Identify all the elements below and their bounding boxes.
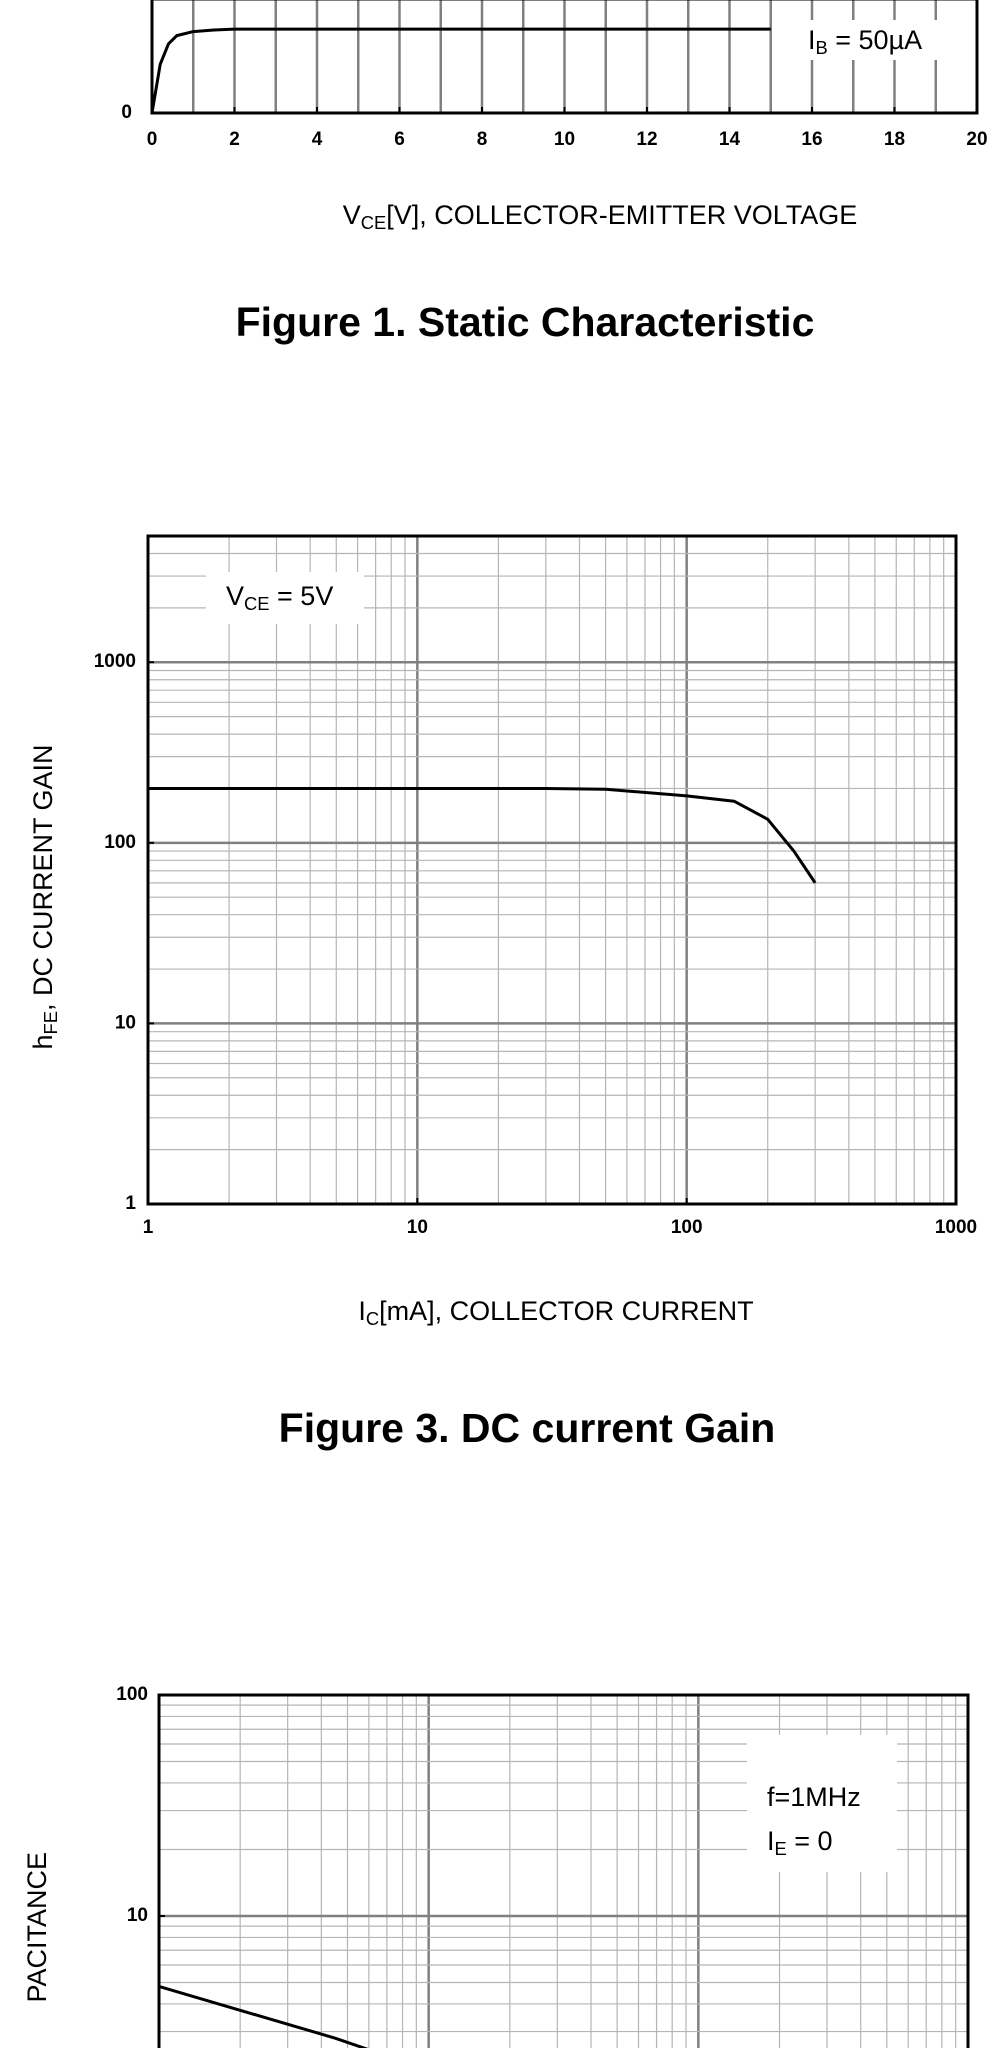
annotation: IB = 50µA — [808, 25, 922, 58]
data-line — [148, 786, 817, 884]
text-part: f=1MHz — [767, 1782, 861, 1812]
x-tick-label: 1 — [143, 1217, 154, 1238]
x-tick-label: 16 — [801, 129, 822, 150]
data-line — [159, 1985, 369, 2048]
text-part: h — [28, 1034, 58, 1049]
subscript: E — [775, 1838, 787, 1859]
subscript: CE — [361, 212, 387, 233]
text-part: [mA], COLLECTOR CURRENT — [379, 1296, 754, 1326]
x-axis-label: IC[mA], COLLECTOR CURRENT — [358, 1296, 753, 1329]
x-tick-label: 4 — [312, 129, 323, 150]
text-part: PACITANCE — [22, 1852, 52, 2003]
x-tick-label: 0 — [147, 129, 158, 150]
text-part: I — [358, 1296, 366, 1326]
x-tick-label: 18 — [884, 129, 905, 150]
y-tick-label: 1000 — [94, 651, 136, 672]
chart: 1 10 100 1000 1 10 100 1000 VCE = 5V IC[mA], COLL… — [28, 534, 977, 1451]
x-tick-label: 10 — [407, 1217, 428, 1238]
plot-frame — [150, 0, 979, 115]
y-tick-label: 100 — [116, 1684, 148, 1705]
x-tick-label: 1000 — [935, 1217, 977, 1238]
x-tick-label: 8 — [477, 129, 488, 150]
plot-area — [148, 536, 956, 1204]
annotation: IE = 0 — [767, 1826, 833, 1859]
text-part: V — [226, 581, 244, 611]
text-part: [V], COLLECTOR-EMITTER VOLTAGE — [386, 200, 857, 230]
y-axis-label: hFE, DC CURRENT GAIN — [28, 744, 61, 1049]
plot-frame — [146, 534, 958, 1206]
x-tick-label: 100 — [671, 1217, 703, 1238]
y-axis-label: PACITANCE — [22, 1852, 52, 2003]
annotation-box — [747, 1735, 897, 1872]
annotation-box — [790, 20, 940, 60]
text-part: I — [808, 25, 816, 55]
x-tick-label: 10 — [554, 129, 575, 150]
x-tick-label: 20 — [966, 129, 987, 150]
figure-title: Figure 3. DC current Gain — [279, 1405, 776, 1451]
data-line — [152, 27, 771, 113]
annotation-box — [206, 572, 364, 624]
annotation: f=1MHz — [767, 1782, 861, 1812]
text-part: I — [767, 1826, 775, 1856]
plot-frame — [157, 1693, 970, 2048]
chart: 0 2 4 6 8 10 12 14 16 18 20 0 IB = 50µA VCE[V], COLLE… — [121, 0, 988, 345]
annotation: VCE = 5V — [226, 581, 333, 614]
text-part: = 5V — [270, 581, 334, 611]
chart: 10 100 f=1MHz IE = 0 PACITANCE — [22, 1684, 970, 2048]
text-part: V — [343, 200, 361, 230]
subscript: B — [816, 37, 828, 58]
x-tick-label: 14 — [719, 129, 741, 150]
y-tick-label: 1 — [125, 1193, 136, 1214]
subscript: FE — [40, 1011, 61, 1034]
x-axis-label: VCE[V], COLLECTOR-EMITTER VOLTAGE — [343, 200, 858, 233]
y-tick-label: 100 — [104, 832, 136, 853]
x-tick-label: 6 — [394, 129, 405, 150]
subscript: C — [366, 1308, 379, 1329]
text-part: , DC CURRENT GAIN — [28, 744, 58, 1011]
text-part: = 0 — [787, 1826, 833, 1856]
subscript: CE — [244, 593, 270, 614]
y-tick-label: 10 — [127, 1905, 148, 1926]
text-part: = 50µA — [828, 25, 922, 55]
x-tick-label: 2 — [229, 129, 240, 150]
y-tick-label: 0 — [121, 102, 132, 123]
x-tick-label: 12 — [636, 129, 657, 150]
figure-title: Figure 1. Static Characteristic — [236, 299, 815, 345]
y-tick-label: 10 — [115, 1012, 136, 1033]
